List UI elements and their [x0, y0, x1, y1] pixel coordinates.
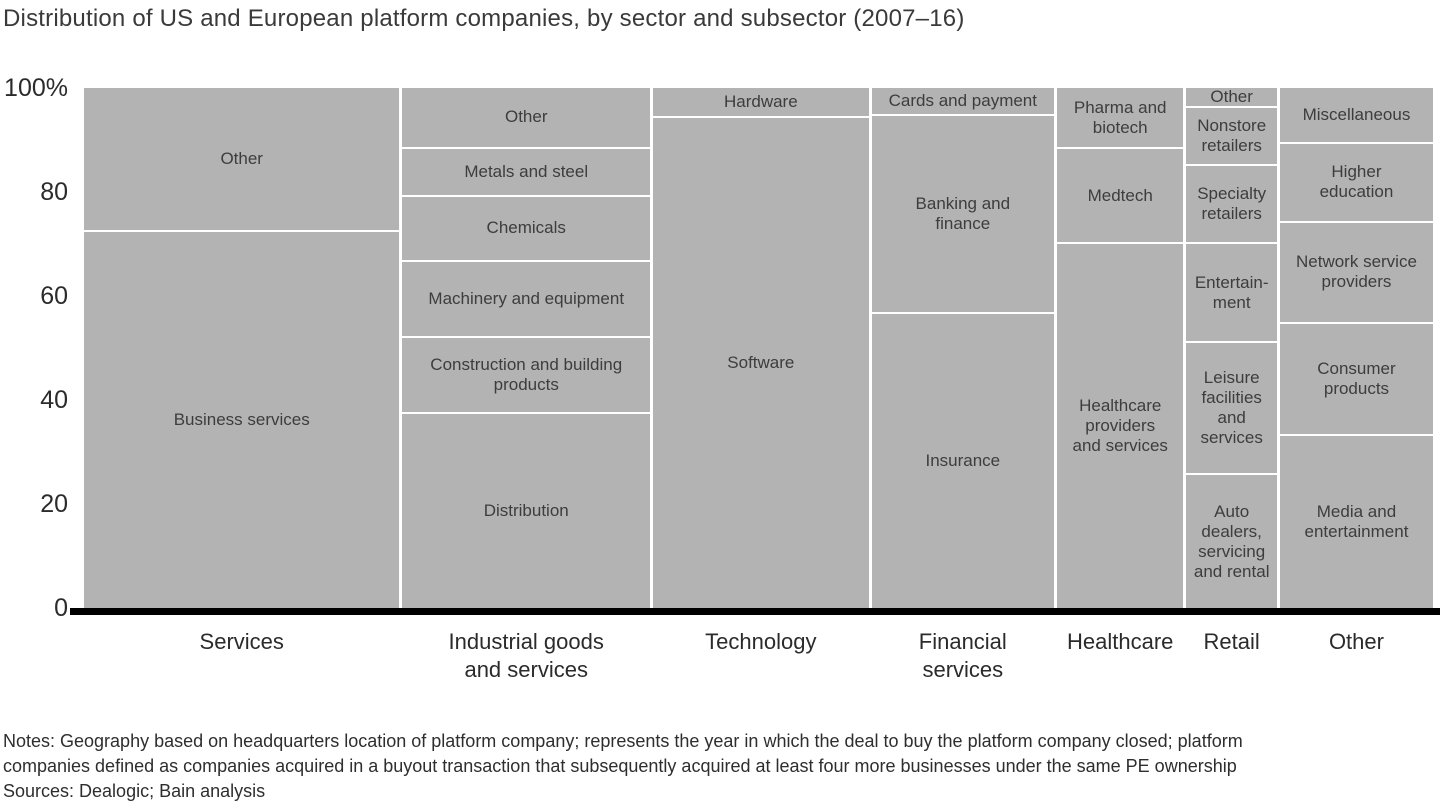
column-retail: Other Nonstore retailers Specialty retaile…: [1186, 86, 1277, 608]
x-axis-baseline: [70, 608, 1440, 615]
segment-industrial-goods-and-services-metals-and-steel: Metals and steel: [402, 148, 651, 195]
y-tick-label-60: 60: [40, 282, 68, 310]
column-services: Other Business services: [84, 88, 400, 608]
segment-retail-auto-dealers-servicing-and-rental: Auto dealers, servicing and rental: [1186, 475, 1277, 608]
segment-other-higher-education: Higher education: [1279, 143, 1433, 221]
segment-label: Leisure facilities and services: [1200, 368, 1263, 448]
segment-label: Software: [727, 353, 795, 373]
footnote-line-3: Sources: Dealogic; Bain analysis: [3, 781, 266, 801]
segment-healthcare-medtech: Medtech: [1056, 149, 1184, 243]
segment-label: Network service providers: [1296, 252, 1417, 292]
segment-services-other: Other: [84, 88, 400, 231]
segment-label: Distribution: [483, 501, 569, 521]
y-tick-label-40: 40: [40, 386, 68, 414]
segment-retail-nonstore-retailers: Nonstore retailers: [1186, 107, 1277, 164]
segment-label: Other: [1210, 86, 1253, 106]
x-category-services: Services: [199, 629, 284, 654]
segment-label: Specialty retailers: [1197, 184, 1267, 224]
segment-label: Entertain- ment: [1194, 272, 1269, 312]
segment-label: Nonstore retailers: [1197, 115, 1267, 155]
segment-label: Pharma and biotech: [1073, 97, 1167, 137]
column-financial-services: Cards and payment Banking and finance Insu…: [871, 88, 1054, 608]
segment-label: Medtech: [1087, 185, 1153, 205]
y-tick-label-20: 20: [40, 490, 68, 518]
segment-label: Auto dealers, servicing and rental: [1193, 501, 1270, 581]
segment-industrial-goods-and-services-chemicals: Chemicals: [402, 196, 651, 261]
segment-label: Construction and building products: [430, 355, 623, 395]
segment-industrial-goods-and-services-other: Other: [402, 88, 651, 147]
segment-label: Hardware: [723, 92, 798, 112]
segment-label: Business services: [173, 410, 310, 430]
segment-label: Insurance: [925, 450, 1001, 470]
plot-area: Other Business services Other Metals and st…: [84, 86, 1433, 609]
segment-retail-entertainment: Entertain- ment: [1186, 244, 1277, 342]
footnotes: Notes: Geography based on headquarters l…: [3, 729, 1243, 804]
segment-label: Other: [220, 149, 263, 169]
x-category-retail: Retail: [1203, 629, 1260, 654]
segment-label: Metals and steel: [464, 161, 589, 181]
segment-label: Higher education: [1319, 162, 1394, 202]
segment-technology-hardware: Hardware: [653, 88, 869, 117]
y-tick-label-0: 0: [54, 594, 68, 622]
segment-label: Consumer products: [1317, 359, 1396, 399]
x-category-financial-services: Financial services: [918, 629, 1007, 682]
segment-services-business-services: Business services: [84, 232, 400, 608]
y-tick-label-80: 80: [40, 178, 68, 206]
x-category-healthcare: Healthcare: [1067, 629, 1174, 654]
segment-label: Healthcare providers and services: [1072, 396, 1168, 456]
segment-financial-services-cards-and-payment: Cards and payment: [871, 88, 1054, 114]
segment-label: Miscellaneous: [1302, 104, 1411, 124]
segment-label: Media and entertainment: [1304, 502, 1409, 542]
x-category-technology: Technology: [705, 629, 817, 654]
segment-industrial-goods-and-services-construction-and-building-products: Construction and building products: [402, 338, 651, 413]
segment-financial-services-banking-and-finance: Banking and finance: [871, 115, 1054, 312]
column-other: Miscellaneous Higher education Network ser…: [1279, 88, 1433, 608]
segment-technology-software: Software: [653, 118, 869, 608]
segment-industrial-goods-and-services-machinery-and-equipment: Machinery and equipment: [402, 262, 651, 337]
footnote-line-1: Notes: Geography based on headquarters l…: [3, 731, 1243, 751]
y-tick-label-100: 100%: [4, 74, 68, 102]
segment-healthcare-healthcare-providers-and-services: Healthcare providers and services: [1056, 244, 1184, 608]
x-category-industrial-goods-and-services: Industrial goods and services: [448, 629, 604, 682]
x-category-other: Other: [1328, 629, 1384, 654]
column-industrial-goods-and-services: Other Metals and steel Chemicals Machinery …: [402, 88, 651, 609]
segment-other-network-service-providers: Network service providers: [1279, 222, 1433, 323]
column-technology: Hardware Software: [653, 88, 869, 608]
segment-label: Other: [504, 107, 548, 127]
segment-financial-services-insurance: Insurance: [871, 313, 1054, 608]
segment-healthcare-pharma-and-biotech: Pharma and biotech: [1056, 88, 1184, 148]
segment-label: Machinery and equipment: [428, 289, 625, 309]
chart-title: Distribution of US and European platform…: [3, 5, 965, 32]
segment-retail-specialty-retailers: Specialty retailers: [1186, 165, 1277, 243]
segment-retail-other: Other: [1186, 86, 1277, 106]
segment-other-consumer-products: Consumer products: [1279, 324, 1433, 435]
segment-label: Banking and finance: [915, 193, 1011, 233]
column-healthcare: Pharma and biotech Medtech Healthcare prov…: [1056, 88, 1184, 608]
segment-industrial-goods-and-services-distribution: Distribution: [402, 414, 651, 609]
segment-label: Chemicals: [486, 218, 566, 238]
segment-retail-leisure-facilities-and-services: Leisure facilities and services: [1186, 343, 1277, 474]
footnote-line-2: companies defined as companies acquired …: [3, 756, 1237, 776]
segment-other-media-and-entertainment: Media and entertainment: [1279, 436, 1433, 608]
segment-label: Cards and payment: [888, 90, 1037, 110]
segment-other-miscellaneous: Miscellaneous: [1279, 88, 1433, 142]
